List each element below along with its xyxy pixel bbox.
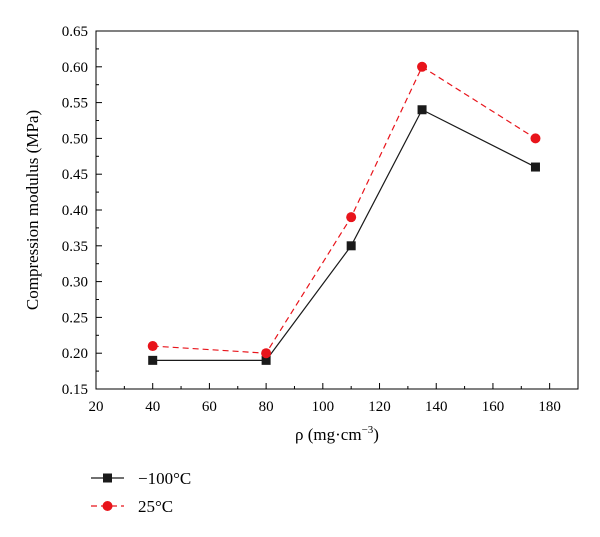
x-tick-label: 40 — [145, 399, 160, 415]
data-point-circle — [530, 133, 541, 144]
data-point-square — [530, 162, 540, 172]
y-tick-label: 0.60 — [62, 60, 88, 76]
x-axis-ticks: 20 40 60 80 100 120 140 160 180 — [89, 383, 561, 415]
x-tick-label: 160 — [482, 399, 505, 415]
y-tick-label: 0.65 — [62, 24, 88, 40]
x-axis-label-close: ) — [373, 425, 379, 444]
y-tick-label: 0.35 — [62, 239, 88, 255]
legend-marker-circle — [102, 501, 113, 511]
x-axis-label-exponent: −3 — [362, 424, 374, 436]
series-line-1 — [152, 65, 536, 354]
y-tick-label: 0.30 — [62, 275, 88, 291]
legend-label-0: −100°C — [138, 469, 191, 488]
data-point-square — [261, 355, 271, 365]
x-tick-label: 60 — [202, 399, 217, 415]
data-point-circle — [261, 348, 272, 359]
plot-frame — [95, 30, 579, 390]
y-tick-label: 0.15 — [62, 382, 88, 398]
legend-label-1: 25°C — [138, 497, 173, 516]
series-line-0 — [152, 108, 536, 361]
y-tick-label: 0.45 — [62, 167, 88, 183]
data-point-circle — [417, 61, 428, 72]
x-axis-label: ρ (mg·cm−3) — [295, 424, 379, 444]
legend: −100°C 25°C — [91, 469, 191, 516]
x-tick-label: 100 — [312, 399, 335, 415]
y-axis-label: Compression modulus (MPa) — [23, 110, 42, 310]
y-tick-label: 0.25 — [62, 310, 88, 326]
x-tick-label: 20 — [89, 399, 104, 415]
data-point-circle — [147, 341, 158, 352]
data-point-square — [148, 355, 158, 365]
y-tick-label: 0.50 — [62, 131, 88, 147]
y-tick-label: 0.55 — [62, 96, 88, 112]
data-point-circle — [346, 212, 357, 223]
y-tick-label: 0.20 — [62, 346, 88, 362]
legend-marker-square — [103, 473, 112, 483]
series-layer — [147, 61, 541, 365]
x-tick-label: 180 — [538, 399, 561, 415]
x-tick-label: 140 — [425, 399, 448, 415]
y-tick-label: 0.40 — [62, 203, 88, 219]
x-tick-label: 80 — [259, 399, 274, 415]
data-point-square — [417, 105, 427, 115]
x-tick-label: 120 — [368, 399, 391, 415]
y-axis-ticks: 0.15 0.20 0.25 0.30 0.35 0.40 0.45 0.50 0.55 0.60… — [62, 24, 102, 398]
x-axis-label-main: ρ (mg·cm — [295, 425, 362, 444]
data-point-square — [346, 241, 356, 251]
